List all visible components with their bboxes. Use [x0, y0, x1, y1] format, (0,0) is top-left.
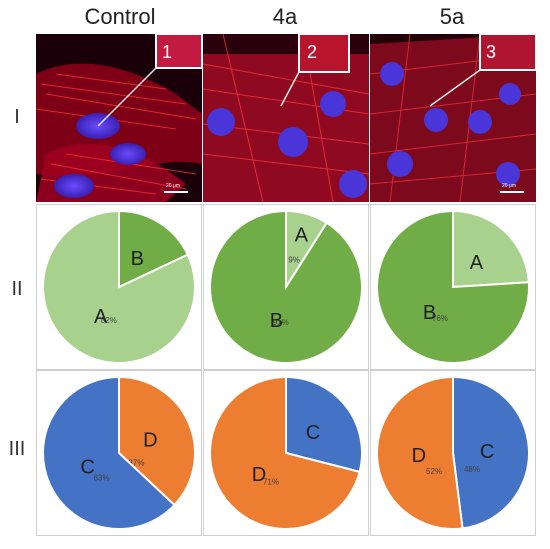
- pie-slice-b: [209, 209, 363, 364]
- inset-number-2: 2: [307, 42, 317, 62]
- inset-number-3: 3: [486, 42, 496, 62]
- pie-chart: D 37% C63%: [42, 375, 196, 530]
- pie-slice-d: [209, 375, 361, 530]
- pie-panel-iii-5a: C 48% D 52%: [370, 370, 536, 536]
- pie-slice-percent-label: 76%: [432, 314, 448, 323]
- pie-slice-category-label: B: [131, 248, 144, 270]
- pie-slice-category-label: B: [270, 310, 283, 332]
- pie-panel-ii-4a: A 9% B 91%: [203, 204, 369, 370]
- pie-slice-a: [452, 209, 530, 289]
- pie-slice-category-label: C: [306, 422, 320, 444]
- scale-bar-label: 20 μm: [502, 183, 516, 189]
- micrograph-5a: 3 20 μm: [370, 34, 536, 202]
- pie-chart: B18%A82%: [42, 209, 196, 364]
- column-title-4a: 4a: [272, 4, 298, 29]
- column-title-control: Control: [84, 4, 156, 29]
- micrograph-4a-image: 2: [203, 34, 369, 202]
- pie-slice-percent-label: 48%: [464, 465, 480, 474]
- column-title-5a: 5a: [439, 4, 465, 29]
- pie-slice-category-label: B: [423, 302, 436, 324]
- row-label-iii: III: [8, 438, 26, 460]
- pie-slice-category-label: D: [412, 445, 426, 467]
- pie-slice-percent-label: 37%: [128, 458, 144, 467]
- pie-slice-category-label: A: [94, 306, 108, 328]
- pie-slice-a: [42, 209, 196, 364]
- pie-panel-ii-5a: A24%B76%: [370, 204, 536, 370]
- row-label-ii: II: [11, 278, 23, 300]
- pie-chart: C48% D52%: [376, 375, 530, 530]
- scale-bar-label: 20 μm: [166, 183, 180, 189]
- pie-slice-c: [42, 375, 176, 530]
- pie-slice-category-label: C: [80, 457, 94, 479]
- micrograph-control-image: 1 20 μm: [36, 34, 202, 202]
- micrograph-5a-image: 3 20 μm: [370, 34, 536, 202]
- pie-slice-category-label: A: [470, 252, 484, 274]
- pie-slice-b: [376, 209, 530, 364]
- pie-slice-c: [285, 375, 363, 474]
- pie-slice-percent-label: 9%: [288, 255, 300, 264]
- pie-slice-percent-label: 82%: [101, 316, 117, 325]
- pie-slice-percent-label: 91%: [273, 318, 289, 327]
- row-label-i: I: [14, 106, 20, 128]
- pie-slice-percent-label: 63%: [94, 474, 110, 483]
- pie-chart: A24%B76%: [376, 209, 530, 364]
- inset-number-1: 1: [162, 42, 172, 62]
- pie-chart: C29%D71%: [209, 375, 363, 530]
- pie-panel-iii-4a: C29%D71%: [203, 370, 369, 536]
- pie-slice-d: [376, 375, 464, 530]
- pie-chart: A 9% B91%: [209, 209, 363, 364]
- pie-slice-d: [118, 375, 196, 507]
- pie-slice-category-label: C: [480, 441, 494, 463]
- pie-slice-category-label: D: [143, 429, 157, 451]
- pie-slice-percent-label: 71%: [263, 478, 279, 487]
- pie-slice-category-label: D: [252, 464, 266, 486]
- micrograph-4a: 2: [203, 34, 369, 202]
- pie-slice-category-label: A: [295, 224, 309, 246]
- pie-slice-percent-label: 52%: [426, 467, 442, 476]
- pie-panel-ii-control: B18%A82%: [36, 204, 202, 370]
- pie-panel-iii-control: D 37% C 63%: [36, 370, 202, 536]
- pie-slice-b: [118, 209, 190, 289]
- micrograph-control: 1 20 μm: [36, 34, 202, 202]
- pie-slice-c: [452, 375, 530, 530]
